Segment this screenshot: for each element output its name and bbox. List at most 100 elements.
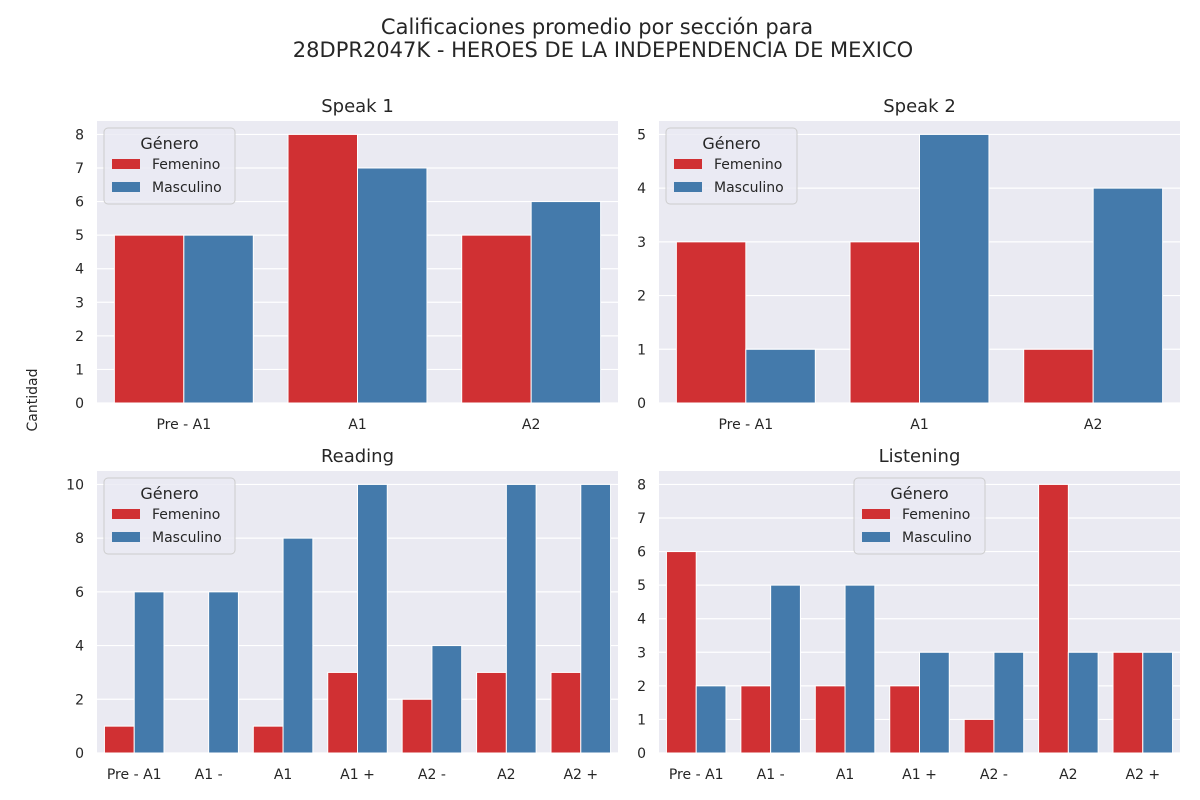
- bar-masculino: [1092, 187, 1164, 404]
- x-tick-label: A2: [1084, 417, 1102, 433]
- bar-femenino: [252, 725, 284, 754]
- y-tick-label: 4: [75, 639, 84, 655]
- figure-title-line1: Calificaciones promedio por sección para: [381, 15, 813, 39]
- bar-femenino: [113, 234, 185, 404]
- legend-swatch-masculino: [862, 532, 890, 542]
- y-tick-label: 0: [637, 396, 646, 412]
- y-tick-label: 10: [66, 477, 84, 493]
- y-tick-label: 1: [637, 712, 646, 728]
- x-tick-label: A2 -: [980, 767, 1008, 783]
- y-tick-label: 7: [75, 161, 84, 177]
- x-tick-label: A1: [836, 767, 854, 783]
- y-tick-label: 4: [637, 181, 646, 197]
- y-tick-label: 0: [75, 396, 84, 412]
- bar-masculino: [844, 584, 876, 754]
- y-tick-label: 6: [75, 195, 84, 211]
- y-tick-label: 0: [637, 746, 646, 762]
- bar-femenino: [740, 685, 772, 754]
- x-tick-label: A1 -: [195, 767, 223, 783]
- bar-femenino: [461, 234, 532, 404]
- x-tick-label: A2: [522, 417, 540, 433]
- y-tick-label: 2: [637, 679, 646, 695]
- figure-ylabel: Cantidad: [25, 369, 41, 432]
- bar-femenino: [675, 241, 747, 404]
- bar-masculino: [745, 348, 816, 404]
- figure-title-line2: 28DPR2047K - HEROES DE LA INDEPENDENCIA …: [293, 38, 913, 62]
- x-tick-label: A1: [348, 417, 366, 433]
- panel-speak-1: 0 1 2 3 4 5 6 7 8 Pre - A1 A1 A2 Speak 1 Género Femeni…: [75, 96, 618, 433]
- legend-swatch-femenino: [862, 509, 890, 519]
- x-tick-label: Pre - A1: [669, 767, 724, 783]
- bar-masculino: [208, 591, 239, 754]
- y-tick-label: 5: [75, 228, 84, 244]
- legend-label-femenino: Femenino: [714, 157, 782, 173]
- bar-femenino: [287, 133, 358, 404]
- bar-femenino: [401, 698, 433, 754]
- x-tick-label: A1: [274, 767, 292, 783]
- bar-masculino: [770, 584, 801, 754]
- x-tick-label: A2 +: [1125, 767, 1160, 783]
- legend: Género Femenino Masculino: [853, 477, 986, 555]
- bar-masculino: [919, 133, 990, 404]
- legend-label-masculino: Masculino: [714, 180, 784, 196]
- y-tick-label: 7: [637, 511, 646, 527]
- y-tick-label: 4: [637, 612, 646, 628]
- y-tick-label: 6: [637, 545, 646, 561]
- panel-title: Speak 2: [883, 96, 956, 117]
- bar-masculino: [431, 645, 463, 754]
- legend-label-femenino: Femenino: [902, 507, 970, 523]
- legend-swatch-femenino: [112, 159, 140, 169]
- y-tick-label: 6: [75, 585, 84, 601]
- bar-masculino: [282, 537, 314, 754]
- bar-masculino: [1142, 651, 1174, 754]
- bar-masculino: [357, 167, 428, 404]
- bar-masculino: [919, 651, 950, 754]
- y-tick-label: 5: [637, 127, 646, 143]
- x-tick-label: Pre - A1: [718, 417, 773, 433]
- panel-listening: 0 1 2 3 4 5 6 7 8 Pre - A1 A1 - A1 A1 + A2 - A2 A2 + Lis…: [637, 446, 1180, 783]
- x-tick-label: Pre - A1: [107, 767, 162, 783]
- legend: Género Femenino Masculino: [103, 477, 236, 555]
- legend-swatch-femenino: [674, 159, 702, 169]
- x-tick-label: A2: [497, 767, 515, 783]
- y-tick-label: 4: [75, 262, 84, 278]
- x-tick-label: A1 +: [340, 767, 375, 783]
- legend-swatch-masculino: [112, 182, 140, 192]
- bar-masculino: [505, 483, 537, 754]
- bar-femenino: [814, 685, 846, 754]
- y-tick-label: 1: [637, 342, 646, 358]
- bar-masculino: [580, 483, 612, 754]
- y-tick-label: 3: [75, 295, 84, 311]
- legend: Género Femenino Masculino: [665, 127, 798, 205]
- y-tick-label: 8: [75, 127, 84, 143]
- panel-reading: 0 2 4 6 8 10 Pre - A1 A1 - A1 A1 + A2 - A2 A2 + Readi…: [66, 446, 618, 783]
- x-tick-label: A1 -: [757, 767, 785, 783]
- bar-femenino: [327, 671, 359, 754]
- y-tick-label: 8: [637, 477, 646, 493]
- legend-label-femenino: Femenino: [152, 507, 220, 523]
- bar-masculino: [357, 483, 388, 754]
- y-tick-label: 2: [637, 289, 646, 305]
- y-tick-label: 8: [75, 531, 84, 547]
- legend-title: Género: [890, 484, 948, 503]
- x-tick-label: A2 +: [563, 767, 598, 783]
- legend-swatch-masculino: [112, 532, 140, 542]
- bar-masculino: [695, 685, 727, 754]
- bar-femenino: [889, 685, 921, 754]
- y-tick-label: 2: [75, 692, 84, 708]
- y-tick-label: 1: [75, 362, 84, 378]
- subplots: 0 1 2 3 4 5 6 7 8 Pre - A1 A1 A2 Speak 1 Género Femeni…: [66, 96, 1180, 783]
- legend-swatch-femenino: [112, 509, 140, 519]
- legend-title: Género: [140, 134, 198, 153]
- x-tick-label: A1: [910, 417, 928, 433]
- legend-label-masculino: Masculino: [152, 530, 222, 546]
- bar-masculino: [993, 651, 1025, 754]
- panel-title: Reading: [321, 446, 394, 467]
- bar-femenino: [1112, 651, 1144, 754]
- bar-femenino: [1023, 348, 1094, 404]
- legend-label-masculino: Masculino: [902, 530, 972, 546]
- bar-femenino: [476, 671, 507, 754]
- y-tick-label: 2: [75, 329, 84, 345]
- legend: Género Femenino Masculino: [103, 127, 236, 205]
- x-tick-label: A2 -: [418, 767, 446, 783]
